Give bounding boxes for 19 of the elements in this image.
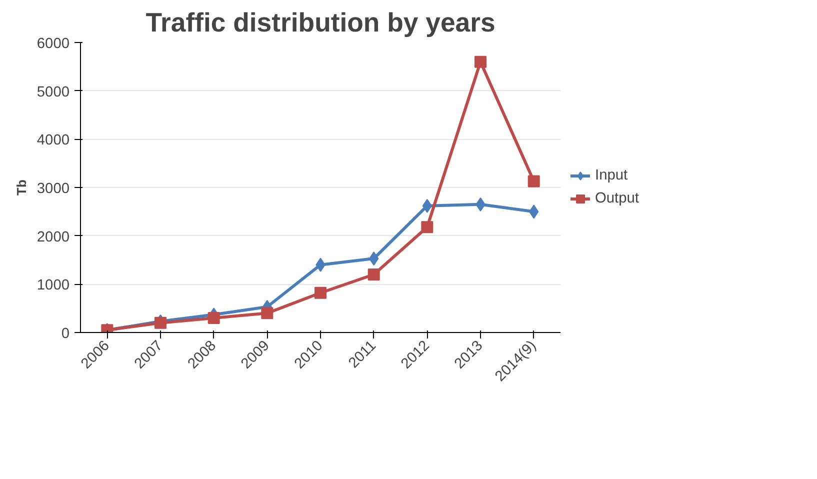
y-tick-label: 0 (61, 326, 70, 342)
y-tick-label: 1000 (36, 278, 70, 294)
point (421, 221, 434, 234)
point (314, 286, 326, 299)
legend-label: Input (595, 168, 628, 184)
y-tick-label: 6000 (36, 36, 70, 52)
y-tick-label: 3000 (36, 181, 70, 197)
point (368, 268, 380, 280)
y-tick-label: 2000 (36, 229, 70, 246)
point (208, 312, 220, 324)
point (261, 307, 274, 320)
y-tick-label: 5000 (36, 84, 70, 100)
chart-title: Traffic distribution by years (146, 8, 496, 38)
point (154, 316, 166, 329)
point (474, 56, 486, 68)
y-tick-label: 4000 (36, 132, 70, 149)
point (528, 175, 540, 188)
y-axis-title: Tb (14, 180, 29, 196)
legend-label: Output (595, 190, 639, 206)
